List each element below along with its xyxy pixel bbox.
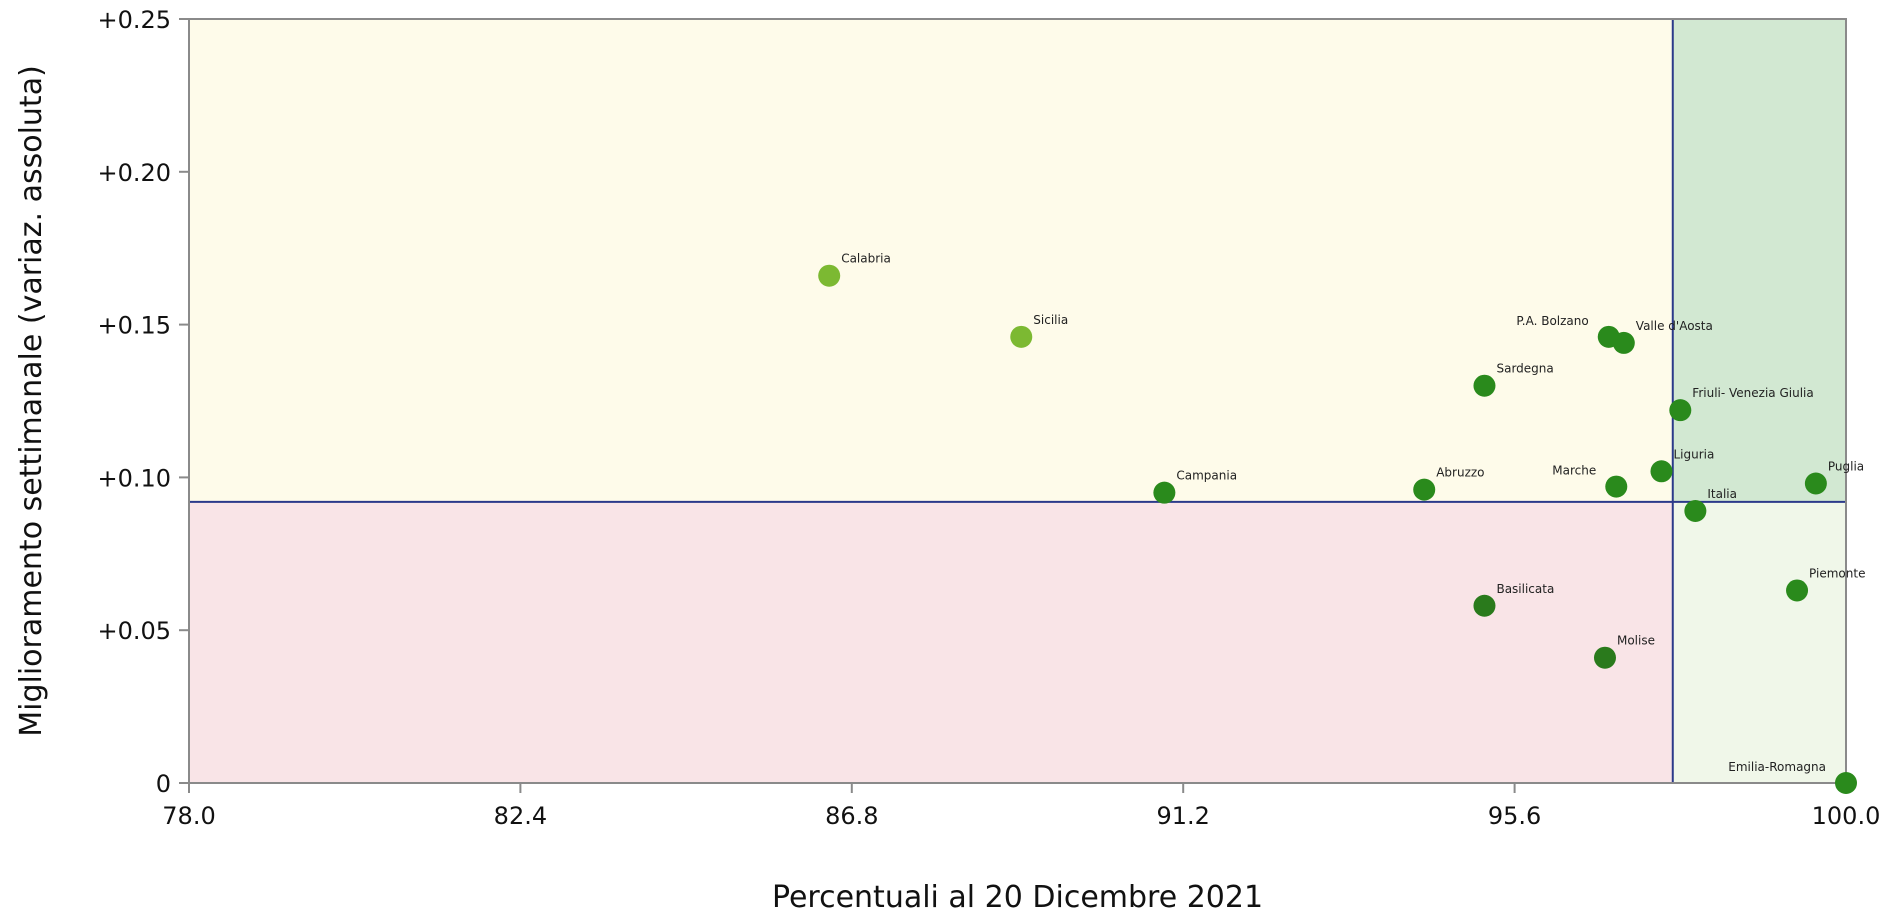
x-tick-label: 82.4: [494, 802, 547, 830]
data-label: Sicilia: [1033, 313, 1068, 327]
data-label: Sardegna: [1496, 362, 1553, 376]
data-point: [1605, 475, 1628, 498]
data-label: Liguria: [1673, 447, 1714, 461]
x-tick-label: 95.6: [1488, 802, 1541, 830]
y-tick-label: +0.15: [97, 312, 171, 340]
x-tick-label: 78.0: [162, 802, 215, 830]
data-point: [1473, 374, 1496, 397]
quadrant-bottom-right: [1672, 501, 1846, 783]
data-label: Marche: [1552, 464, 1596, 478]
data-point: [1010, 325, 1033, 348]
data-label: Italia: [1707, 487, 1737, 501]
x-axis-title: Percentuali al 20 Dicembre 2021: [772, 880, 1263, 913]
data-label: Emilia-Romagna: [1728, 760, 1826, 774]
y-tick-label: 0: [156, 770, 171, 798]
reference-lines: [189, 19, 1846, 783]
data-point: [1153, 481, 1176, 504]
quadrant-top-right: [1672, 19, 1846, 502]
data-point: [1593, 646, 1616, 669]
data-point: [1413, 478, 1436, 501]
y-tick-label: +0.25: [97, 6, 171, 34]
data-labels: Calabria Sicilia Campania Abruzzo Sardegna Ba…: [841, 252, 1865, 774]
x-axis: 78.0 82.4 86.8 91.2 95.6 100.0: [162, 783, 1880, 830]
y-tick-label: +0.20: [97, 159, 171, 187]
data-point: [1650, 460, 1673, 483]
data-label: Molise: [1617, 634, 1655, 648]
data-label: P.A. Bolzano: [1516, 314, 1588, 328]
x-tick-label: 100.0: [1812, 802, 1881, 830]
data-point: [1786, 579, 1809, 602]
data-point: [1804, 472, 1827, 495]
data-point: [1612, 331, 1635, 354]
data-label: Basilicata: [1496, 582, 1554, 596]
data-label: Calabria: [841, 252, 891, 266]
data-label: Valle d'Aosta: [1636, 319, 1713, 333]
data-point: [1669, 399, 1692, 422]
data-point: [1835, 772, 1857, 794]
x-tick-label: 86.8: [825, 802, 878, 830]
quadrant-bottom-left: [189, 501, 1673, 783]
y-axis-title: Miglioramento settimanale (variaz. assol…: [14, 65, 49, 737]
data-point: [1684, 500, 1707, 523]
plot-frame: [188, 18, 1847, 784]
x-tick-label: 91.2: [1156, 802, 1209, 830]
data-label: Piemonte: [1809, 566, 1865, 580]
y-tick-label: +0.05: [97, 617, 171, 645]
data-point: [818, 264, 841, 287]
y-axis: 0 +0.05 +0.10 +0.15 +0.20 +0.25: [97, 6, 189, 798]
data-label: Abruzzo: [1436, 466, 1484, 480]
data-point: [1473, 594, 1496, 617]
data-points: [818, 264, 1857, 794]
y-tick-label: +0.10: [97, 464, 171, 492]
data-label: Friuli- Venezia Giulia: [1692, 386, 1813, 400]
data-label: Puglia: [1828, 460, 1864, 474]
quadrant-backgrounds: [189, 19, 1846, 783]
data-label: Campania: [1176, 469, 1237, 483]
quadrant-top-left: [189, 19, 1673, 502]
